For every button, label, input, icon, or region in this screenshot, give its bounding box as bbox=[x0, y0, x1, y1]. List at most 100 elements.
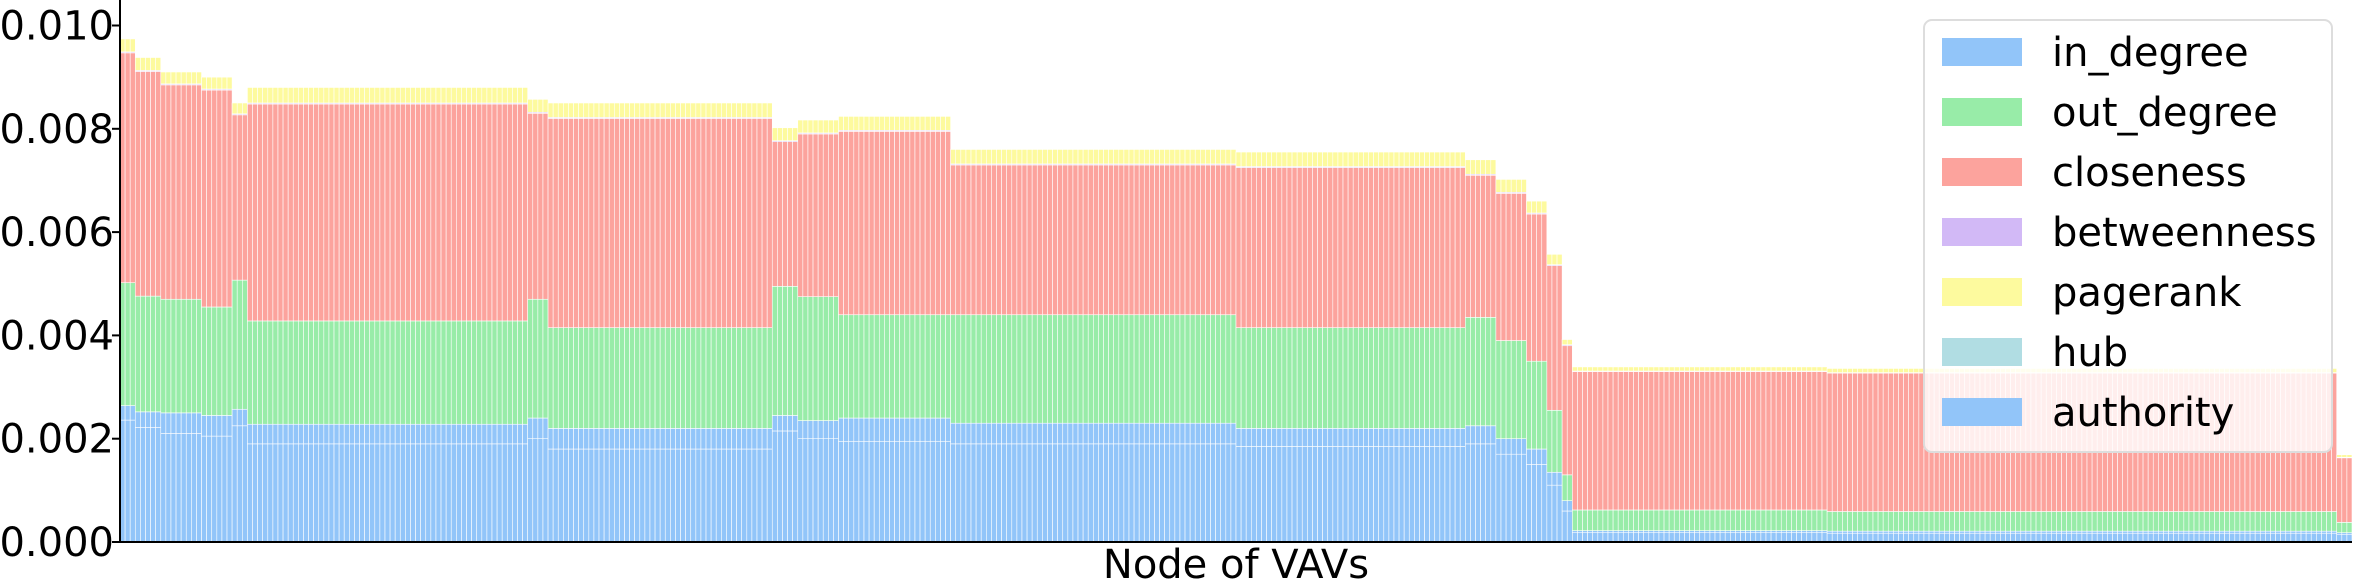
bar-in-degree bbox=[170, 412, 177, 434]
bar-pagerank bbox=[924, 116, 931, 131]
bar-closeness bbox=[1898, 372, 1904, 512]
bar-in-degree bbox=[960, 422, 967, 445]
bar-out-degree bbox=[1352, 327, 1359, 429]
bar-closeness bbox=[522, 103, 528, 322]
bar-closeness bbox=[670, 118, 676, 328]
bar-in-degree bbox=[440, 423, 447, 445]
bar-closeness bbox=[1138, 164, 1145, 316]
bar-out-degree bbox=[613, 327, 620, 429]
bar-out-degree bbox=[1485, 317, 1492, 427]
bar-authority bbox=[807, 438, 814, 543]
bar-in-degree bbox=[1358, 428, 1364, 447]
bar-in-degree bbox=[1566, 500, 1573, 512]
bar-in-degree bbox=[940, 417, 946, 442]
bar-in-degree bbox=[2168, 530, 2174, 534]
bar-out-degree bbox=[1806, 509, 1813, 531]
bar-out-degree bbox=[1541, 360, 1548, 450]
bar-closeness bbox=[889, 131, 895, 316]
bar-authority bbox=[257, 443, 263, 543]
bar-out-degree bbox=[1862, 511, 1869, 532]
bar-pagerank bbox=[1271, 151, 1278, 167]
bar-out-degree bbox=[2270, 511, 2276, 532]
bar-out-degree bbox=[399, 320, 406, 425]
bar-pagerank bbox=[1245, 151, 1252, 167]
bar-in-degree bbox=[287, 423, 294, 445]
bar-out-degree bbox=[1699, 509, 1706, 531]
bar-out-degree bbox=[868, 314, 875, 419]
bar-closeness bbox=[1444, 167, 1451, 328]
bar-authority bbox=[410, 443, 416, 543]
bar-in-degree bbox=[2290, 530, 2297, 534]
bar-authority bbox=[843, 440, 850, 543]
bar-in-degree bbox=[456, 423, 462, 445]
bar-pagerank bbox=[583, 102, 590, 118]
bar-in-degree bbox=[1317, 428, 1323, 447]
bar-authority bbox=[2183, 532, 2190, 543]
bar-in-degree bbox=[1780, 530, 1787, 534]
bar-closeness bbox=[405, 103, 411, 322]
bar-in-degree bbox=[2234, 530, 2241, 534]
bar-pagerank bbox=[547, 102, 554, 118]
bar-in-degree bbox=[1949, 530, 1955, 534]
bar-closeness bbox=[771, 141, 778, 287]
bar-pagerank bbox=[389, 87, 396, 104]
bar-in-degree bbox=[557, 428, 564, 450]
bar-authority bbox=[129, 419, 136, 543]
bar-out-degree bbox=[471, 320, 478, 425]
bar-authority bbox=[1108, 443, 1114, 543]
bar-authority bbox=[1332, 446, 1339, 543]
bar-authority bbox=[1689, 532, 1695, 543]
bar-closeness bbox=[1403, 167, 1410, 328]
bar-authority bbox=[1205, 443, 1211, 543]
bar-authority bbox=[822, 438, 829, 543]
bar-pagerank bbox=[1770, 366, 1777, 372]
bar-closeness bbox=[996, 164, 1002, 316]
bar-pagerank bbox=[1363, 151, 1369, 167]
bar-pagerank bbox=[1480, 159, 1486, 175]
bar-authority bbox=[1842, 532, 1848, 543]
bar-out-degree bbox=[858, 314, 865, 419]
bar-pagerank bbox=[1730, 366, 1736, 372]
bar-pagerank bbox=[456, 87, 462, 104]
bar-authority bbox=[1954, 532, 1960, 543]
bar-pagerank bbox=[746, 102, 753, 118]
bar-closeness bbox=[435, 103, 442, 322]
bar-in-degree bbox=[991, 422, 997, 445]
bar-pagerank bbox=[1755, 366, 1762, 372]
bar-closeness bbox=[313, 103, 320, 322]
bar-out-degree bbox=[1403, 327, 1410, 429]
bar-out-degree bbox=[1490, 317, 1497, 427]
bar-pagerank bbox=[1159, 149, 1165, 165]
bar-out-degree bbox=[2305, 511, 2312, 532]
bar-pagerank bbox=[1709, 366, 1716, 372]
bar-authority bbox=[160, 433, 167, 543]
bar-authority bbox=[1531, 464, 1537, 543]
bar-in-degree bbox=[1429, 428, 1436, 447]
bar-closeness bbox=[1200, 164, 1206, 316]
bar-closeness bbox=[1087, 164, 1094, 316]
bar-in-degree bbox=[822, 420, 829, 439]
bar-pagerank bbox=[1475, 159, 1481, 175]
legend-swatch-authority bbox=[1942, 398, 2022, 426]
bar-authority bbox=[1403, 446, 1410, 543]
bar-pagerank bbox=[619, 102, 625, 118]
bar-authority bbox=[1612, 532, 1619, 543]
bar-authority bbox=[2326, 532, 2332, 543]
bar-in-degree bbox=[2147, 530, 2154, 534]
bar-closeness bbox=[700, 118, 707, 328]
bar-authority bbox=[185, 433, 192, 543]
bar-pagerank bbox=[1220, 149, 1227, 165]
bar-authority bbox=[1480, 443, 1486, 543]
bar-pagerank bbox=[145, 57, 151, 71]
bar-in-degree bbox=[2015, 530, 2022, 534]
bar-pagerank bbox=[1434, 151, 1441, 167]
bar-closeness bbox=[843, 131, 850, 316]
bar-in-degree bbox=[206, 415, 213, 437]
bar-authority bbox=[486, 443, 493, 543]
bar-out-degree bbox=[216, 306, 223, 416]
bar-out-degree bbox=[1342, 327, 1349, 429]
bar-in-degree bbox=[1994, 530, 2001, 534]
bar-pagerank bbox=[1566, 339, 1573, 345]
bar-pagerank bbox=[221, 76, 228, 90]
bar-authority bbox=[384, 443, 391, 543]
